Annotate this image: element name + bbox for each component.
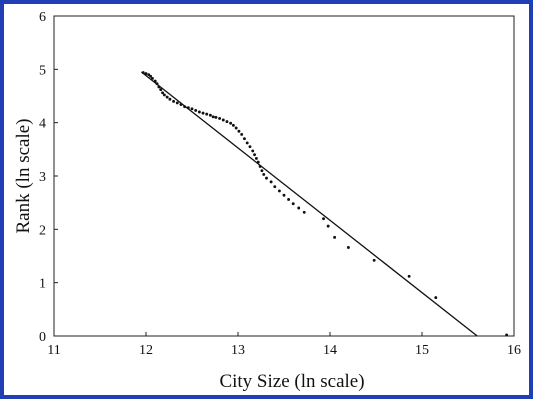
data-point bbox=[159, 88, 163, 92]
data-point bbox=[262, 172, 266, 176]
x-tick-label: 11 bbox=[47, 343, 60, 358]
data-point bbox=[161, 91, 165, 95]
data-point bbox=[333, 235, 337, 239]
data-point bbox=[505, 333, 509, 337]
data-point bbox=[346, 246, 350, 249]
data-point bbox=[282, 193, 286, 197]
data-point bbox=[221, 118, 225, 122]
data-point bbox=[434, 296, 438, 300]
data-point bbox=[277, 189, 281, 193]
data-point bbox=[372, 258, 376, 262]
data-point bbox=[175, 101, 179, 105]
x-tick-label: 16 bbox=[507, 343, 521, 358]
y-tick-label: 4 bbox=[39, 117, 46, 132]
data-point bbox=[237, 129, 241, 133]
data-point bbox=[240, 132, 244, 136]
data-point bbox=[248, 145, 252, 149]
data-point bbox=[201, 111, 205, 115]
y-tick-label: 3 bbox=[39, 170, 46, 185]
data-point bbox=[269, 180, 273, 184]
x-tick-label: 15 bbox=[415, 343, 429, 358]
data-point bbox=[260, 169, 264, 173]
y-axis-title: Rank (ln scale) bbox=[13, 118, 34, 233]
data-point bbox=[302, 210, 306, 214]
data-point bbox=[190, 107, 194, 111]
plot-area-border bbox=[53, 15, 515, 337]
data-point bbox=[172, 99, 176, 103]
fit-line bbox=[140, 71, 478, 337]
data-point bbox=[208, 113, 212, 117]
data-point bbox=[205, 112, 209, 116]
data-point bbox=[165, 95, 169, 99]
y-tick-label: 2 bbox=[39, 223, 46, 238]
y-tick-label: 0 bbox=[39, 330, 46, 345]
data-point bbox=[197, 110, 201, 114]
x-tick-label: 12 bbox=[139, 343, 153, 358]
data-point bbox=[265, 176, 268, 180]
data-point bbox=[162, 93, 166, 97]
data-point bbox=[150, 76, 154, 80]
y-tick-label: 6 bbox=[39, 10, 46, 25]
data-point bbox=[273, 185, 277, 189]
data-points bbox=[141, 71, 509, 337]
data-point bbox=[211, 115, 215, 119]
data-point bbox=[214, 115, 218, 119]
data-point bbox=[245, 141, 249, 145]
y-tick-label: 1 bbox=[39, 277, 46, 292]
x-tick-label: 13 bbox=[231, 343, 245, 358]
data-point bbox=[229, 121, 233, 125]
data-point bbox=[194, 108, 198, 112]
data-point bbox=[218, 116, 222, 120]
data-point bbox=[322, 217, 326, 221]
data-point bbox=[242, 137, 246, 141]
data-point bbox=[234, 126, 238, 130]
x-axis-title: City Size (ln scale) bbox=[219, 371, 364, 392]
data-point bbox=[253, 153, 257, 157]
y-tick-label: 5 bbox=[39, 63, 46, 78]
data-point bbox=[231, 123, 235, 127]
data-point bbox=[407, 274, 411, 278]
data-point bbox=[168, 97, 172, 101]
data-point bbox=[251, 149, 255, 153]
fit-line-layer bbox=[140, 71, 478, 337]
data-point bbox=[326, 224, 330, 228]
data-point bbox=[225, 120, 229, 124]
data-point bbox=[287, 198, 291, 201]
data-point bbox=[149, 74, 153, 78]
data-point bbox=[254, 156, 258, 160]
data-point bbox=[291, 202, 295, 206]
x-tick-label: 14 bbox=[323, 343, 337, 358]
data-point bbox=[297, 206, 301, 210]
